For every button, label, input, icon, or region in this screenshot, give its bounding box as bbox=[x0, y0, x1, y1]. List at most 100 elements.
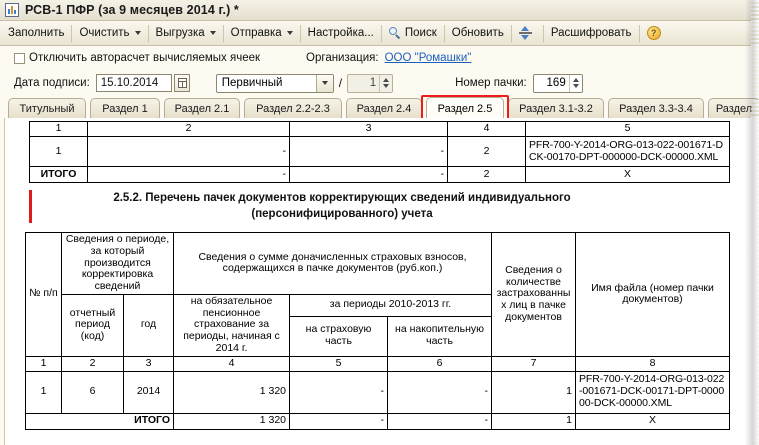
column-number: 4 bbox=[173, 355, 291, 372]
spinner-icon[interactable] bbox=[379, 74, 392, 92]
row-index-cell[interactable]: 1 bbox=[29, 136, 88, 167]
tab-razdel-3-1-3-2[interactable]: Раздел 3.1-3.2 bbox=[508, 98, 604, 118]
table-row: 1 2 3 4 5 bbox=[29, 121, 730, 137]
section-heading: 2.5.2. Перечень пачек документов коррект… bbox=[29, 190, 729, 223]
data-cell-ops-2014[interactable]: 1 320 bbox=[173, 370, 291, 414]
toolbar-button-decode[interactable]: Расшифровать bbox=[545, 23, 638, 44]
total-cell: 1 320 bbox=[173, 412, 291, 430]
data-cell[interactable]: - bbox=[87, 136, 290, 167]
toolbar-label-decode: Расшифровать bbox=[550, 27, 632, 39]
total-cell: 1 bbox=[491, 412, 577, 430]
toolbar-separator bbox=[510, 24, 512, 42]
header-period-code: отчетный период (код) bbox=[61, 293, 124, 357]
chevron-down-icon bbox=[134, 31, 141, 35]
section-tabs: Титульный Раздел 1 Раздел 2.1 Раздел 2.2… bbox=[0, 95, 759, 121]
title-bar: РСВ-1 ПФР (за 9 месяцев 2014 г.) * bbox=[0, 0, 759, 21]
pack-number-stepper[interactable]: 169 bbox=[532, 73, 583, 93]
help-icon: ? bbox=[646, 26, 661, 40]
data-cell[interactable]: 2 bbox=[447, 136, 526, 167]
toolbar-button-settings[interactable]: Настройка... bbox=[302, 23, 380, 44]
toolbar-button-refresh[interactable]: Обновить bbox=[446, 23, 510, 44]
header-period-group: Сведения о периоде, за который производи… bbox=[60, 232, 175, 295]
report-canvas[interactable]: 1 2 3 4 5 1 - - 2 PFR-700-Y-2014-ORG-013… bbox=[4, 118, 756, 445]
calendar-icon-button[interactable] bbox=[173, 74, 190, 92]
total-cell: - bbox=[87, 166, 290, 183]
header-row-number: № п/п bbox=[25, 232, 62, 357]
toolbar-button-clear[interactable]: Очистить bbox=[73, 23, 146, 44]
data-cell-year[interactable]: 2014 bbox=[122, 370, 175, 414]
toolbar-button-help[interactable]: ? bbox=[641, 23, 671, 44]
column-number: 5 bbox=[289, 355, 389, 372]
tab-razdel-2-2-2-3[interactable]: Раздел 2.2-2.3 bbox=[244, 98, 342, 118]
disable-autocalc-label: Отключить авторасчет вычисляемых ячеек bbox=[29, 52, 261, 64]
total-label: ИТОГО bbox=[29, 166, 88, 183]
toolbar-label-fill: Заполнить bbox=[8, 27, 65, 39]
section-accent-bar bbox=[29, 190, 32, 223]
row-index-cell[interactable]: 1 bbox=[25, 370, 62, 414]
document-type-select[interactable]: Первичный bbox=[215, 73, 334, 93]
tab-razdel-2-1[interactable]: Раздел 2.1 bbox=[164, 98, 240, 118]
column-number: 1 bbox=[25, 355, 62, 372]
tab-razdel-3-3-3-4[interactable]: Раздел 3.3-3.4 bbox=[608, 98, 704, 118]
toolbar-button-fill[interactable]: Заполнить bbox=[2, 23, 70, 44]
tab-razdel-2-5[interactable]: Раздел 2.5 bbox=[426, 97, 504, 119]
toolbar-label-search: Поиск bbox=[404, 27, 437, 39]
toolbar-label-clear: Очистить bbox=[79, 27, 130, 39]
organization-value-link[interactable]: ООО "Ромашки" bbox=[384, 52, 472, 64]
correction-number-stepper[interactable]: 1 bbox=[347, 73, 394, 93]
column-number: 3 bbox=[289, 121, 448, 137]
tab-razdel-1[interactable]: Раздел 1 bbox=[90, 98, 160, 118]
search-icon bbox=[388, 27, 401, 40]
header-insurance-part: на страховую часть bbox=[289, 315, 389, 357]
disable-autocalc-checkbox[interactable] bbox=[14, 52, 25, 64]
toolbar-label-settings: Настройка... bbox=[307, 27, 374, 39]
column-number: 6 bbox=[387, 355, 493, 372]
file-name-cell[interactable]: PFR-700-Y-2014-ORG-013-022-001671-DCK-00… bbox=[575, 370, 731, 414]
toolbar-button-upload[interactable]: Выгрузка bbox=[150, 23, 222, 44]
total-label: ИТОГО bbox=[24, 412, 175, 430]
header-file-name: Имя файла (номер пачки документов) bbox=[575, 232, 731, 357]
options-row: Отключить авторасчет вычисляемых ячеек О… bbox=[0, 46, 759, 70]
file-name-cell[interactable]: PFR-700-Y-2014-ORG-013-022-001671-DCK-00… bbox=[525, 136, 730, 167]
section-title-line-2: (персонифицированного) учета bbox=[251, 208, 433, 221]
tab-razdel-more[interactable]: Раздел bbox=[708, 98, 759, 118]
header-funded-part: на накопительную часть bbox=[387, 315, 493, 357]
data-cell-insurance-part[interactable]: - bbox=[289, 370, 389, 414]
correction-number-value: 1 bbox=[369, 77, 377, 89]
column-number: 7 bbox=[491, 355, 577, 372]
toolbar-label-send: Отправка bbox=[230, 27, 282, 39]
top-partial-table: 1 2 3 4 5 1 - - 2 PFR-700-Y-2014-ORG-013… bbox=[29, 121, 730, 183]
tab-razdel-2-4[interactable]: Раздел 2.4 bbox=[346, 98, 422, 118]
data-cell-period-code[interactable]: 6 bbox=[61, 370, 124, 414]
table-row: 1 6 2014 1 320 - - 1 PFR-700-Y-2014-ORG-… bbox=[25, 370, 731, 414]
collapse-expand-icon bbox=[518, 26, 532, 40]
spinner-icon[interactable] bbox=[568, 74, 582, 92]
data-cell-insured-count[interactable]: 1 bbox=[491, 370, 577, 414]
pack-number-label: Номер пачки: bbox=[455, 77, 527, 89]
clipped-bottom-text bbox=[29, 430, 719, 440]
left-rail bbox=[0, 118, 4, 445]
toolbar-button-send[interactable]: Отправка bbox=[225, 23, 299, 44]
tab-titulny[interactable]: Титульный bbox=[8, 98, 86, 118]
toolbar-button-collapse-expand[interactable] bbox=[513, 23, 542, 44]
toolbar-label-upload: Выгрузка bbox=[155, 27, 205, 39]
sign-date-input[interactable]: 15.10.2014 bbox=[95, 74, 172, 92]
chevron-down-icon bbox=[286, 31, 293, 35]
toolbar-separator bbox=[542, 24, 544, 42]
column-number: 8 bbox=[575, 355, 731, 372]
data-cell-funded-part[interactable]: - bbox=[387, 370, 493, 414]
chevron-down-icon[interactable] bbox=[315, 74, 333, 92]
toolbar-separator bbox=[71, 24, 73, 42]
total-cell: X bbox=[575, 412, 731, 430]
sign-date-label: Дата подписи: bbox=[14, 77, 90, 89]
toolbar-separator bbox=[299, 24, 301, 42]
table-row-total: ИТОГО 1 320 - - 1 X bbox=[24, 412, 731, 430]
data-cell[interactable]: - bbox=[289, 136, 448, 167]
toolbar-separator bbox=[222, 24, 224, 42]
column-number: 3 bbox=[122, 355, 175, 372]
toolbar-button-search[interactable]: Поиск bbox=[383, 23, 443, 44]
total-cell: - bbox=[289, 166, 448, 183]
column-number: 2 bbox=[87, 121, 290, 137]
document-type-value: Первичный bbox=[221, 77, 283, 89]
